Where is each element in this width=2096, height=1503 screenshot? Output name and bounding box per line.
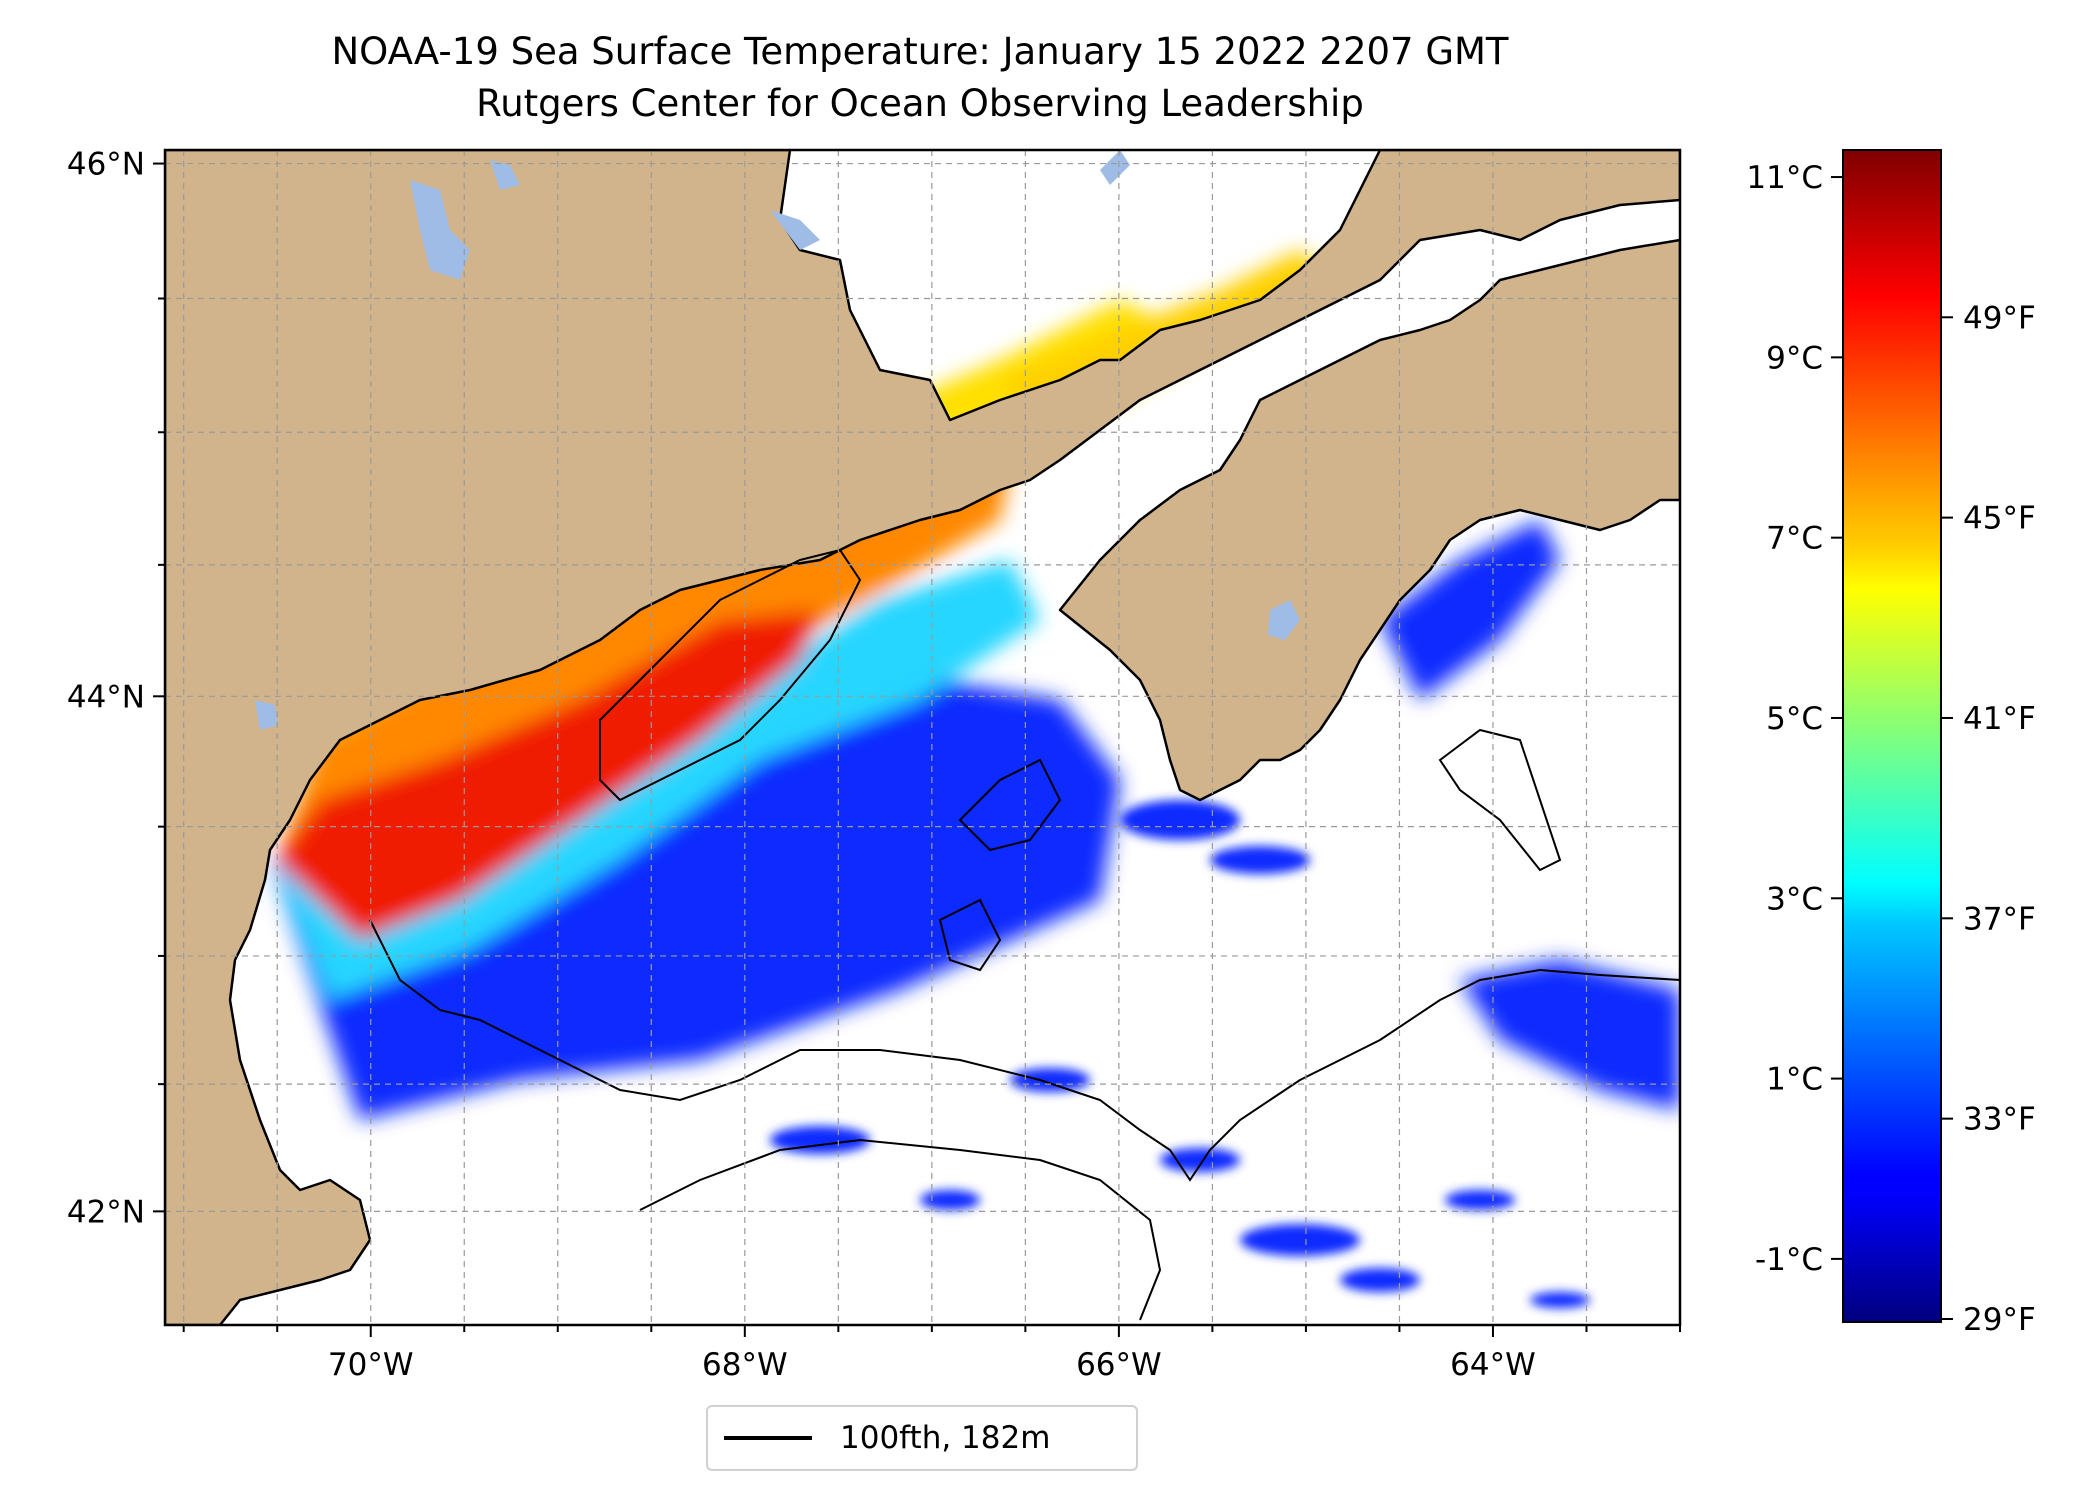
lake [1100, 150, 1130, 185]
sst-patch [1210, 846, 1310, 874]
sst-cold-band [270, 680, 1120, 1120]
land [165, 150, 1680, 1325]
fahrenheit-tick-label: 37°F [1963, 901, 2036, 937]
isobath-contour [369, 919, 1680, 1182]
celsius-tick-label: 1°C [1766, 1062, 1823, 1098]
celsius-tick-label: 5°C [1766, 701, 1823, 737]
isobath-100fth [369, 548, 1680, 1321]
map-legend: 100fth, 182m [706, 1405, 1138, 1471]
fahrenheit-tick-label: 49°F [1963, 300, 2036, 336]
isobath-contour [599, 548, 862, 802]
chart-title-line2: Rutgers Center for Ocean Observing Leade… [476, 82, 1364, 125]
lake [490, 160, 520, 190]
fahrenheit-tick-label: 33°F [1963, 1102, 2036, 1138]
lat-tick-label: 42°N [67, 1194, 145, 1230]
celsius-tick-label: 9°C [1766, 340, 1823, 376]
sst-patch [1530, 1292, 1590, 1308]
colorbar-celsius-axis: 11°C 9°C 7°C 5°C 3°C 1°C -1°C [1746, 160, 1843, 1278]
lon-tick-label: 64°W [1450, 1347, 1536, 1383]
lake [410, 180, 470, 280]
lat-tick-label: 44°N [67, 679, 145, 715]
sst-patch [1445, 1190, 1515, 1210]
land-new-england [165, 150, 1680, 1325]
sst-patch [920, 1190, 980, 1210]
lakes [255, 150, 1300, 730]
lake [255, 700, 278, 730]
lon-tick-label: 68°W [702, 1347, 788, 1383]
sst-patch [1340, 1268, 1420, 1292]
isobath-contour [958, 758, 1062, 852]
celsius-tick-label: 7°C [1766, 521, 1823, 557]
sst-blue-ns [1380, 520, 1560, 700]
lake [1268, 600, 1300, 640]
fahrenheit-tick-label: 29°F [1963, 1302, 2036, 1338]
sst-red-core [275, 610, 820, 940]
legend-isobath-label: 100fth, 182m [840, 1420, 1051, 1456]
legend-isobath-swatch [724, 1436, 812, 1440]
sst-blue-east [1460, 960, 1680, 1110]
gridlines [165, 150, 1680, 1325]
lon-tick-label: 66°W [1076, 1347, 1162, 1383]
sst-patch [1120, 800, 1240, 840]
fahrenheit-tick-label: 41°F [1963, 701, 2036, 737]
chart-title-line1: NOAA-19 Sea Surface Temperature: January… [331, 30, 1509, 73]
isobath-contour [639, 1138, 1162, 1321]
fahrenheit-tick-label: 45°F [1963, 501, 2036, 537]
colorbar-fahrenheit-axis: 49°F 45°F 41°F 37°F 33°F 29°F [1941, 300, 2036, 1338]
isobath-contour [938, 898, 1002, 972]
latitude-axis: 46°N 44°N 42°N [67, 147, 165, 1230]
celsius-tick-label: -1°C [1755, 1242, 1823, 1278]
sst-patch [1010, 1068, 1090, 1092]
celsius-tick-label: 3°C [1766, 881, 1823, 917]
land-nova-scotia [1058, 238, 1680, 802]
longitude-axis: 70°W 68°W 66°W 64°W [182, 1325, 1681, 1383]
map-area [165, 150, 1680, 1325]
colorbar [1842, 149, 1942, 1323]
lon-tick-label: 70°W [328, 1347, 414, 1383]
map-frame [163, 148, 1682, 1327]
sst-patch [1240, 1224, 1360, 1256]
lat-tick-label: 46°N [67, 147, 145, 183]
sst-patch [770, 1126, 870, 1154]
celsius-tick-label: 11°C [1746, 160, 1823, 196]
lake [770, 210, 820, 250]
